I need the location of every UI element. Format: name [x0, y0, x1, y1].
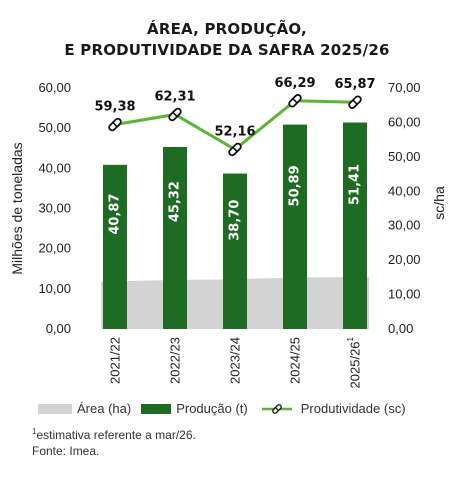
- production-bar-label: 45,32: [168, 181, 183, 222]
- y2-axis-tick-label: 60,00: [388, 114, 421, 129]
- y2-axis-tick-label: 0,00: [388, 321, 413, 336]
- footnote-mark: 1: [32, 427, 37, 436]
- productivity-label: 59,38: [94, 100, 135, 115]
- productivity-marker: [108, 117, 122, 132]
- y-axis-tick-label: 20,00: [38, 241, 71, 256]
- productivity-label: 52,16: [214, 124, 255, 139]
- production-bar: [283, 124, 307, 330]
- legend-label-area: Área (ha): [77, 401, 132, 416]
- y-axis-tick-label: 10,00: [38, 281, 71, 296]
- y2-axis-tick-label: 10,00: [388, 287, 421, 302]
- production-bar: [223, 173, 247, 329]
- source-note: Fonte: Imea.: [32, 444, 100, 458]
- productivity-label: 62,31: [154, 89, 195, 104]
- y2-axis-tick-label: 20,00: [388, 252, 421, 267]
- production-bar: [343, 122, 367, 329]
- productivity-label: 66,29: [274, 76, 315, 91]
- productivity-marker: [288, 94, 302, 108]
- y-axis-title: Milhões de toneladas: [9, 142, 25, 274]
- x-axis-tick-label: 2021/22: [108, 337, 123, 384]
- productivity-marker: [348, 95, 362, 109]
- y-axis-tick-label: 40,00: [38, 160, 71, 175]
- chart-title-line1: ÁREA, PRODUÇÃO,: [147, 20, 307, 38]
- x-axis-tick-superscript: 1: [346, 336, 355, 341]
- legend-item-area: Área (ha): [38, 401, 131, 416]
- footnote-text: estimativa referente a mar/26.: [36, 428, 196, 442]
- production-bar: [103, 164, 127, 329]
- legend-swatch-area: [38, 403, 72, 414]
- production-bar-label: 50,89: [288, 165, 303, 206]
- production-bar-label: 51,41: [348, 164, 363, 205]
- y2-axis-tick-label: 70,00: [388, 80, 421, 95]
- y2-axis-tick-label: 50,00: [388, 149, 421, 164]
- y-axis-tick-label: 50,00: [38, 120, 71, 135]
- productivity-label: 65,87: [334, 77, 375, 92]
- legend-label-productivity: Produtividade (sc): [300, 401, 406, 416]
- production-bar: [163, 146, 187, 329]
- y-axis-tick-label: 60,00: [38, 80, 71, 95]
- y2-axis-title: sc/ha: [431, 186, 447, 220]
- legend-item-productivity: Produtividade (sc): [258, 401, 406, 416]
- x-axis-tick-label: 2023/24: [228, 337, 243, 384]
- y-axis-tick-label: 0,00: [46, 321, 71, 336]
- chart-title-line2: E PRODUTIVIDADE DA SAFRA 2025/26: [64, 41, 390, 59]
- production-bar-label: 38,70: [228, 200, 243, 241]
- chart-legend: Área (ha) Produção (t) Produtividade (sc…: [38, 401, 416, 416]
- y-axis-tick-label: 30,00: [38, 201, 71, 216]
- production-bar-label: 40,87: [108, 194, 123, 235]
- legend-label-production: Produção (t): [176, 401, 248, 416]
- y2-axis-tick-label: 40,00: [388, 183, 421, 198]
- combo-chart: 40,87 45,32 38,70 50,89 51,41 59,38 62,31 52,1…: [9, 76, 447, 389]
- y2-axis-tick-label: 30,00: [388, 218, 421, 233]
- chart-notes: 1estimativa referente a mar/26. Fonte: I…: [32, 424, 196, 459]
- x-axis-tick-label: 2024/25: [288, 337, 303, 384]
- legend-swatch-productivity: [261, 403, 292, 414]
- legend-swatch-production: [141, 403, 172, 414]
- legend-item-production: Produção (t): [141, 401, 248, 416]
- footnote: 1estimativa referente a mar/26.: [32, 424, 196, 443]
- productivity-marker: [228, 142, 242, 157]
- x-axis-tick-label: 2025/261: [346, 336, 363, 388]
- x-axis-tick-label: 2022/23: [168, 337, 183, 384]
- productivity-marker: [168, 107, 182, 122]
